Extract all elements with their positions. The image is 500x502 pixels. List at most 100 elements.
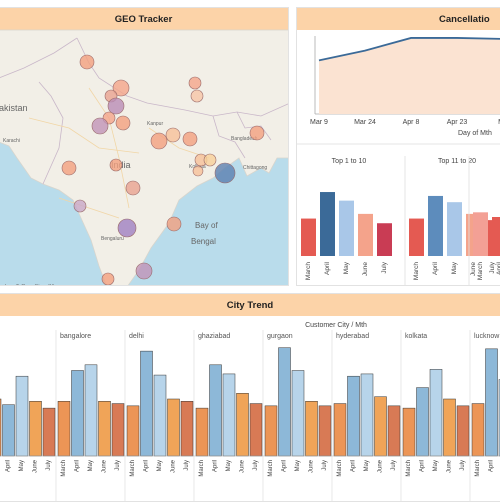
city-bubble bbox=[189, 77, 201, 89]
line-x-tick: Apr 8 bbox=[403, 119, 420, 126]
city-bubble bbox=[80, 55, 94, 69]
city-bar bbox=[181, 401, 193, 456]
city-label: kolkata bbox=[405, 333, 427, 340]
city-label: delhi bbox=[129, 333, 144, 340]
city-x-tick: April bbox=[75, 460, 81, 472]
map-label: Bay of bbox=[195, 221, 218, 230]
city-x-tick: March bbox=[337, 460, 343, 477]
city-bar bbox=[72, 371, 84, 457]
city-x-tick: July bbox=[391, 460, 397, 471]
bar bbox=[492, 217, 500, 256]
city-bar bbox=[348, 376, 360, 456]
city-x-tick: April bbox=[6, 460, 12, 472]
city-bar bbox=[30, 401, 42, 456]
city-x-tick: May bbox=[295, 460, 301, 471]
city-trend-panel: City Trend Customer City / MthMarchApril… bbox=[0, 293, 500, 502]
city-x-tick: July bbox=[46, 460, 52, 471]
city-x-tick: March bbox=[61, 460, 67, 477]
city-trend-subtitle: Customer City / Mth bbox=[305, 322, 367, 329]
city-bar bbox=[444, 399, 456, 456]
city-bar bbox=[334, 404, 346, 456]
city-bar bbox=[388, 406, 400, 456]
city-x-tick: July bbox=[322, 460, 328, 471]
city-bar bbox=[16, 376, 28, 456]
city-bubble bbox=[118, 219, 136, 237]
bar-x-tick: April bbox=[496, 261, 500, 275]
city-bar bbox=[237, 393, 249, 456]
city-bar bbox=[127, 406, 139, 456]
bar bbox=[447, 202, 462, 256]
map-label: Karachi bbox=[3, 138, 20, 144]
bar-x-tick: March bbox=[477, 262, 484, 280]
city-x-tick: April bbox=[213, 460, 219, 472]
bar-x-tick: April bbox=[324, 261, 331, 275]
line-x-label: Day of Mth bbox=[458, 130, 492, 137]
city-bar bbox=[375, 397, 387, 456]
city-bubble bbox=[151, 133, 167, 149]
bar bbox=[339, 201, 354, 256]
city-bar bbox=[112, 404, 124, 456]
bar bbox=[473, 212, 488, 256]
line-area bbox=[319, 38, 500, 114]
city-bar bbox=[223, 374, 235, 456]
city-bar bbox=[265, 406, 277, 456]
city-bubble bbox=[167, 217, 181, 231]
city-bubble bbox=[215, 163, 235, 183]
city-bubble bbox=[166, 128, 180, 142]
city-x-tick: June bbox=[33, 459, 39, 473]
city-bubble bbox=[102, 273, 114, 285]
city-bar bbox=[154, 375, 166, 456]
city-label: hyderabad bbox=[336, 333, 369, 340]
city-bubble bbox=[193, 166, 203, 176]
city-x-tick: March bbox=[406, 460, 412, 477]
bar-x-tick: May bbox=[451, 261, 458, 274]
city-x-tick: April bbox=[351, 460, 357, 472]
map-label: Bengal bbox=[191, 237, 216, 246]
city-bubble bbox=[108, 98, 124, 114]
city-bar bbox=[279, 348, 291, 456]
city-bar bbox=[43, 408, 55, 456]
city-trend-chart: Customer City / Mth March April May June July… bbox=[0, 294, 500, 502]
city-x-tick: April bbox=[489, 460, 495, 472]
bar bbox=[320, 192, 335, 256]
bar-x-tick: May bbox=[343, 261, 350, 274]
city-bar bbox=[210, 365, 222, 456]
city-bar bbox=[58, 401, 70, 456]
map-label: Chittagong bbox=[243, 165, 267, 171]
city-bar bbox=[403, 408, 415, 456]
line-x-tick: Apr 23 bbox=[447, 119, 468, 126]
city-bar bbox=[196, 408, 208, 456]
city-bubble bbox=[183, 132, 197, 146]
city-x-tick: April bbox=[420, 460, 426, 472]
city-bar bbox=[250, 404, 262, 456]
city-bubble bbox=[126, 181, 140, 195]
city-bubble bbox=[250, 126, 264, 140]
city-bubble bbox=[204, 154, 216, 166]
city-bar bbox=[0, 399, 1, 456]
city-bubble bbox=[116, 116, 130, 130]
city-bar bbox=[472, 404, 484, 456]
city-x-tick: June bbox=[171, 459, 177, 473]
bar-x-tick: July bbox=[489, 261, 496, 273]
city-x-tick: July bbox=[460, 460, 466, 471]
map-label: akistan bbox=[0, 103, 28, 113]
city-x-tick: March bbox=[199, 460, 205, 477]
geo-map[interactable]: akistanKarachiIndiaBay ofBengalKanpurBan… bbox=[0, 8, 289, 286]
city-x-tick: May bbox=[433, 460, 439, 471]
city-label: bangalore bbox=[60, 333, 91, 340]
bar-group-title: Top 11 to 20 bbox=[438, 158, 476, 165]
city-bar bbox=[3, 405, 15, 456]
bar bbox=[428, 196, 443, 256]
city-bar bbox=[99, 401, 111, 456]
geo-tracker-panel: GEO Tracker akistanKarachiIndiaBay ofBen… bbox=[0, 7, 289, 286]
city-x-tick: May bbox=[157, 460, 163, 471]
city-bar bbox=[361, 374, 373, 456]
bar-x-tick: March bbox=[413, 262, 420, 280]
city-bar bbox=[85, 365, 97, 456]
map-label: Kanpur bbox=[147, 121, 163, 127]
bar bbox=[377, 223, 392, 256]
city-x-tick: March bbox=[268, 460, 274, 477]
city-x-tick: May bbox=[226, 460, 232, 471]
line-x-tick: Mar 9 bbox=[310, 119, 328, 126]
